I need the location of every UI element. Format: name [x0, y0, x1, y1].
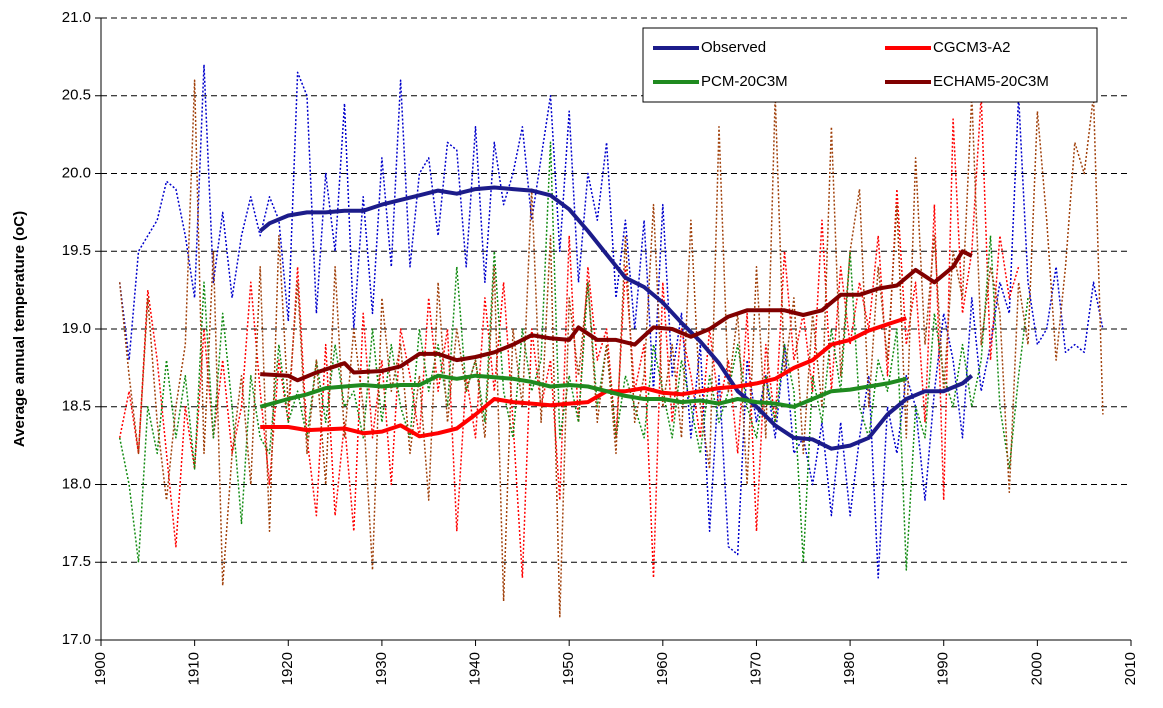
x-tick-label: 1940 [467, 652, 484, 685]
legend-label: PCM-20C3M [701, 73, 788, 90]
y-tick-label: 20.0 [62, 164, 91, 181]
x-tick-label: 1990 [935, 652, 952, 685]
annual-line [118, 141, 1029, 571]
legend: Observed CGCM3-A2 PCM-20C3M ECHAM5-20C3M [642, 27, 1098, 103]
x-tick-label: 1920 [279, 652, 296, 685]
y-tick-label: 20.5 [62, 87, 91, 104]
x-tick-label: 1950 [560, 652, 577, 685]
annual-line [118, 63, 1104, 579]
x-tick-label: 1970 [747, 652, 764, 685]
y-tick-label: 19.0 [62, 320, 91, 337]
y-tick-label: 17.5 [62, 553, 91, 570]
x-tick-label: 1900 [92, 652, 109, 685]
legend-label: ECHAM5-20C3M [933, 73, 1049, 90]
y-tick-label: 19.5 [62, 242, 91, 259]
smoothed-line [259, 373, 907, 409]
legend-label: CGCM3-A2 [933, 39, 1011, 56]
smoothed-line [258, 185, 974, 451]
x-tick-label: 1980 [841, 652, 858, 685]
annual-line [118, 79, 1104, 618]
y-tick-label: 18.0 [62, 475, 91, 492]
x-tick-label: 2000 [1028, 652, 1045, 685]
legend-box [642, 27, 1098, 103]
x-tick-label: 2010 [1122, 652, 1139, 685]
y-tick-label: 21.0 [62, 9, 91, 26]
smoothed-line [260, 316, 907, 439]
y-axis-label: Average annual temperature (oC) [11, 211, 28, 447]
x-tick-label: 1910 [186, 652, 203, 685]
y-tick-label: 18.5 [62, 398, 91, 415]
x-tick-label: 1930 [373, 652, 390, 685]
y-tick-label: 17.0 [62, 631, 91, 648]
smoothed-line [260, 249, 973, 383]
annual-line [118, 95, 1020, 579]
x-tick-label: 1960 [654, 652, 671, 685]
legend-label: Observed [701, 39, 766, 56]
